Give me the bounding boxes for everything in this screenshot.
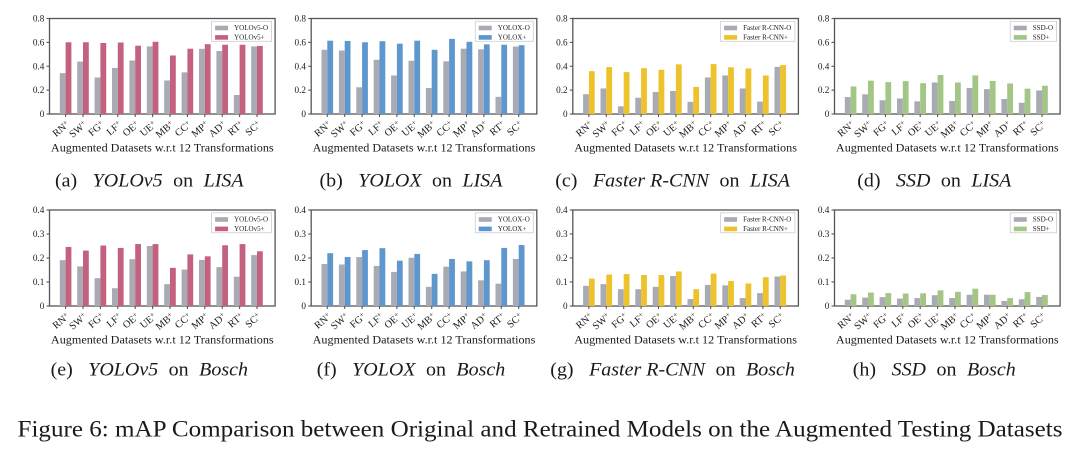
svg-text:0.4: 0.4 — [818, 61, 830, 71]
svg-text:Bosch: Bosch — [967, 361, 1016, 381]
svg-text:0.6: 0.6 — [818, 37, 830, 47]
svg-text:0.4: 0.4 — [295, 61, 307, 71]
svg-text:on: on — [169, 361, 189, 381]
svg-text:Augmented Datasets w.r.t 12 Tr: Augmented Datasets w.r.t 12 Transformati… — [574, 143, 797, 155]
svg-text:Augmented Datasets w.r.t 12 Tr: Augmented Datasets w.r.t 12 Transformati… — [51, 143, 274, 155]
svg-text:on: on — [716, 361, 736, 381]
svg-text:(c): (c) — [555, 172, 577, 192]
svg-text:YOLOX: YOLOX — [352, 361, 416, 381]
svg-text:YOLOX: YOLOX — [358, 172, 422, 192]
svg-text:0: 0 — [825, 301, 830, 311]
svg-text:Augmented Datasets w.r.t 12 Tr: Augmented Datasets w.r.t 12 Transformati… — [313, 143, 536, 155]
svg-text:YOLOX-O: YOLOX-O — [498, 217, 530, 224]
svg-text:(e): (e) — [51, 361, 73, 381]
svg-text:0: 0 — [563, 301, 568, 311]
svg-text:LISA: LISA — [203, 172, 245, 192]
svg-text:(d): (d) — [857, 172, 880, 192]
svg-text:Bosch: Bosch — [746, 361, 795, 381]
svg-text:SSD-O: SSD-O — [1033, 217, 1053, 224]
svg-text:on: on — [432, 172, 452, 192]
svg-text:0.2: 0.2 — [818, 85, 830, 95]
svg-text:Augmented Datasets w.r.t 12 Tr: Augmented Datasets w.r.t 12 Transformati… — [51, 335, 274, 347]
svg-text:0: 0 — [40, 109, 45, 119]
svg-text:0.3: 0.3 — [33, 229, 45, 239]
svg-text:0: 0 — [825, 109, 830, 119]
svg-text:0.6: 0.6 — [33, 37, 45, 47]
svg-text:Augmented Datasets w.r.t 12 Tr: Augmented Datasets w.r.t 12 Transformati… — [836, 143, 1059, 155]
svg-text:0.4: 0.4 — [33, 205, 45, 215]
svg-text:0.1: 0.1 — [295, 277, 307, 287]
svg-text:YOLOX-O: YOLOX-O — [498, 25, 530, 32]
svg-text:Faster R-CNN+: Faster R-CNN+ — [743, 226, 788, 233]
svg-text:YOLOv5: YOLOv5 — [93, 172, 163, 192]
svg-text:0: 0 — [40, 301, 45, 311]
svg-text:YOLOv5+: YOLOv5+ — [234, 226, 265, 233]
svg-text:0.4: 0.4 — [556, 61, 568, 71]
svg-text:LISA: LISA — [749, 172, 791, 192]
svg-text:LISA: LISA — [970, 172, 1012, 192]
svg-text:0.2: 0.2 — [33, 253, 45, 263]
svg-text:0.3: 0.3 — [818, 229, 830, 239]
svg-text:YOLOv5-O: YOLOv5-O — [234, 25, 268, 32]
svg-text:0: 0 — [301, 109, 306, 119]
svg-text:0.6: 0.6 — [295, 37, 307, 47]
svg-text:0.4: 0.4 — [295, 205, 307, 215]
svg-text:Faster R-CNN-O: Faster R-CNN-O — [743, 217, 791, 224]
svg-text:0.2: 0.2 — [556, 253, 568, 263]
svg-text:(g): (g) — [550, 361, 573, 381]
svg-text:YOLOv5: YOLOv5 — [88, 361, 158, 381]
svg-text:0: 0 — [301, 301, 306, 311]
svg-text:YOLOX+: YOLOX+ — [498, 226, 527, 233]
svg-text:0.4: 0.4 — [818, 205, 830, 215]
svg-text:0.6: 0.6 — [556, 37, 568, 47]
svg-text:LISA: LISA — [461, 172, 503, 192]
svg-text:SSD: SSD — [892, 361, 927, 381]
svg-text:SSD+: SSD+ — [1033, 226, 1050, 233]
svg-text:0.2: 0.2 — [556, 85, 568, 95]
svg-text:Faster R-CNN-O: Faster R-CNN-O — [743, 25, 791, 32]
svg-text:0.2: 0.2 — [818, 253, 830, 263]
svg-text:0.2: 0.2 — [33, 85, 45, 95]
svg-text:0.1: 0.1 — [33, 277, 45, 287]
svg-text:on: on — [719, 172, 739, 192]
svg-text:0.3: 0.3 — [295, 229, 307, 239]
svg-text:on: on — [937, 361, 957, 381]
svg-text:0.2: 0.2 — [295, 85, 307, 95]
svg-text:0.4: 0.4 — [33, 61, 45, 71]
svg-text:(f): (f) — [317, 361, 337, 381]
svg-text:0.4: 0.4 — [556, 205, 568, 215]
svg-text:Augmented Datasets w.r.t 12 Tr: Augmented Datasets w.r.t 12 Transformati… — [574, 335, 797, 347]
svg-text:0.3: 0.3 — [556, 229, 568, 239]
svg-text:(a): (a) — [55, 172, 77, 192]
svg-text:SSD: SSD — [896, 172, 931, 192]
svg-text:(h): (h) — [853, 361, 876, 381]
svg-text:YOLOv5-O: YOLOv5-O — [234, 217, 268, 224]
svg-text:on: on — [173, 172, 193, 192]
svg-text:on: on — [426, 361, 446, 381]
svg-text:Faster R-CNN+: Faster R-CNN+ — [743, 35, 788, 42]
svg-text:Figure 6: mAP Comparison betwe: Figure 6: mAP Comparison between Origina… — [18, 416, 1063, 441]
svg-text:0.8: 0.8 — [33, 14, 45, 24]
svg-text:Augmented Datasets w.r.t 12 Tr: Augmented Datasets w.r.t 12 Transformati… — [836, 335, 1059, 347]
svg-text:on: on — [941, 172, 961, 192]
svg-text:Faster R-CNN: Faster R-CNN — [588, 361, 707, 381]
svg-text:Bosch: Bosch — [456, 361, 505, 381]
svg-text:(b): (b) — [319, 172, 342, 192]
svg-text:SSD+: SSD+ — [1033, 35, 1050, 42]
svg-text:YOLOX+: YOLOX+ — [498, 35, 527, 42]
svg-text:Augmented Datasets w.r.t 12 Tr: Augmented Datasets w.r.t 12 Transformati… — [313, 335, 536, 347]
svg-text:0.2: 0.2 — [295, 253, 307, 263]
svg-text:0: 0 — [563, 109, 568, 119]
svg-text:SSD-O: SSD-O — [1033, 25, 1053, 32]
svg-text:0.8: 0.8 — [818, 14, 830, 24]
svg-text:0.1: 0.1 — [556, 277, 568, 287]
svg-text:Faster R-CNN: Faster R-CNN — [592, 172, 711, 192]
svg-text:0.1: 0.1 — [818, 277, 830, 287]
svg-text:0.8: 0.8 — [556, 14, 568, 24]
svg-text:0.8: 0.8 — [295, 14, 307, 24]
svg-text:YOLOv5+: YOLOv5+ — [234, 35, 265, 42]
svg-text:Bosch: Bosch — [199, 361, 248, 381]
